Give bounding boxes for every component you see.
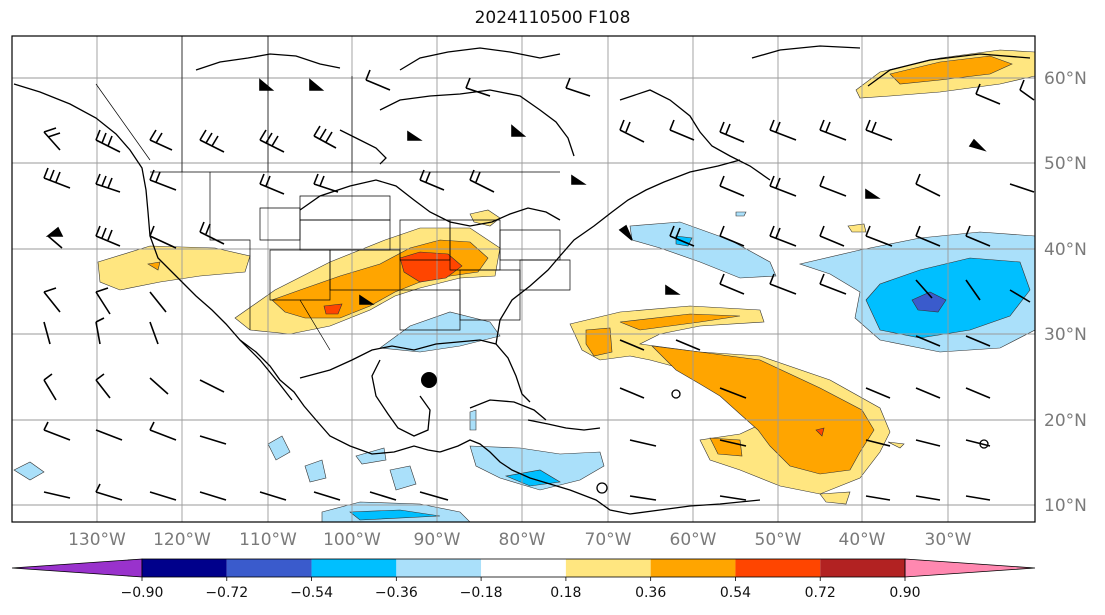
colorbar-tick-label: −0.54 (290, 585, 333, 601)
colorbar-tick-label: −0.36 (375, 585, 418, 601)
colorbar-tick-label: 0.54 (720, 585, 751, 601)
colorbar-tick-label: −0.18 (460, 585, 503, 601)
wind-barbs (43, 69, 1035, 501)
lat-label: 10°N (1044, 496, 1087, 516)
lon-label: 120°W (153, 530, 211, 550)
lat-label: 30°N (1044, 325, 1087, 345)
colorbar-segment (226, 559, 312, 577)
gridlines (12, 36, 1035, 522)
colorbar-tick-label: −0.90 (121, 585, 164, 601)
lon-label: 30°W (925, 530, 972, 550)
lon-label: 70°W (585, 530, 632, 550)
colorbar-tick-label: 0.90 (889, 585, 920, 601)
colorbar-segment (396, 559, 482, 577)
latitude-labels: 60°N 50°N 40°N 30°N 20°N 10°N (1044, 69, 1087, 516)
map-title: 2024110500 F108 (474, 8, 631, 28)
lat-label: 50°N (1044, 154, 1087, 174)
colorbar-segment (481, 559, 566, 577)
colorbar-segment (735, 559, 821, 577)
colorbar: −0.90 −0.72 −0.54 −0.36 −0.18 0.18 0.36 0.54 0.7… (11, 558, 1036, 601)
longitude-labels: 130°W 120°W 110°W 100°W 90°W 80°W 70°W 6… (68, 530, 972, 550)
colorbar-frame (141, 558, 906, 578)
colorbar-extend-max (904, 558, 1036, 578)
storm-position-marker (421, 372, 437, 388)
colorbar-segment (142, 559, 227, 577)
coastlines (13, 45, 1031, 515)
colorbar-tick-label: −0.72 (205, 585, 248, 601)
lon-label: 60°W (670, 530, 717, 550)
lat-label: 40°N (1044, 240, 1087, 260)
colorbar-segment (820, 559, 905, 577)
shaded-field (13, 49, 1035, 522)
lat-label: 20°N (1044, 411, 1087, 431)
lon-label: 110°W (239, 530, 297, 550)
colorbar-tick-label: 0.36 (635, 585, 666, 601)
lon-label: 80°W (499, 530, 546, 550)
lon-label: 130°W (68, 530, 126, 550)
state-borders (95, 36, 571, 351)
colorbar-extend-min (11, 558, 143, 578)
lat-label: 60°N (1044, 69, 1087, 89)
lon-label: 50°W (755, 530, 802, 550)
colorbar-tick-label: 0.72 (805, 585, 836, 601)
colorbar-segment (650, 559, 736, 577)
lon-label: 90°W (414, 530, 461, 550)
colorbar-tick-label: 0.18 (550, 585, 581, 601)
colorbar-segment (565, 559, 651, 577)
colorbar-segment (311, 559, 397, 577)
lon-label: 40°W (839, 530, 886, 550)
lon-label: 100°W (323, 530, 381, 550)
map-border (11, 35, 1036, 523)
